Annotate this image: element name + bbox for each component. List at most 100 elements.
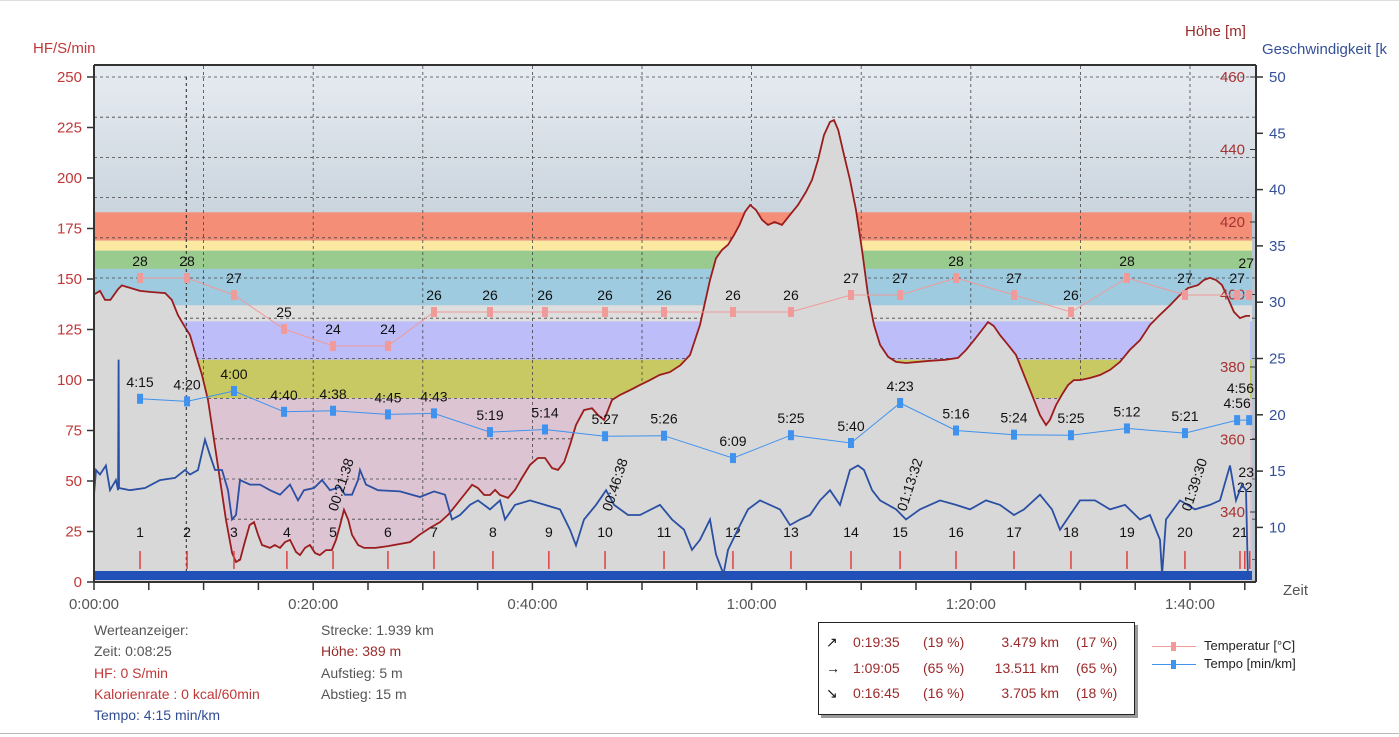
hf-zone-band [94, 305, 1252, 322]
temperature-marker [848, 290, 855, 300]
tempo-marker [787, 430, 794, 441]
stats-dist: 13.511 km [994, 660, 1059, 676]
temperature-label: 26 [597, 287, 613, 303]
tempo-marker [486, 427, 493, 438]
hf-tick-label: 150 [57, 271, 82, 288]
tempo-marker [1010, 429, 1017, 440]
speed-tick-label: 35 [1269, 238, 1286, 255]
speed-tick-label: 15 [1269, 463, 1286, 480]
lap-label: 6 [384, 524, 392, 540]
lap-label: 15 [892, 524, 908, 540]
tempo-label: 5:14 [531, 404, 558, 420]
temperature-marker [787, 307, 794, 317]
stats-dist: 3.705 km [1001, 685, 1059, 701]
tempo-marker [1123, 423, 1130, 434]
tempo-marker [281, 406, 288, 417]
hf-zone-band [94, 212, 1252, 241]
stats-time-pct: (65 %) [923, 660, 965, 676]
hf-zone-band [94, 321, 1252, 360]
hf-zone-band [94, 240, 1252, 251]
hf-axis-title: HF/S/min [33, 40, 96, 57]
tempo-marker [1181, 428, 1188, 439]
lap-label: 14 [843, 524, 859, 540]
tempo-label: 5:26 [650, 411, 677, 427]
lap-label: 7 [430, 524, 438, 540]
lap-label: 1 [136, 524, 144, 540]
calorie-rate-value: Kalorienrate : 0 kcal/60min [94, 685, 260, 702]
lap-label: 9 [545, 524, 553, 540]
speed-tick-label: 10 [1269, 519, 1286, 536]
elevation-line [94, 118, 1250, 564]
stats-dist: 3.479 km [1001, 634, 1059, 650]
lap-label: 17 [1006, 524, 1022, 540]
elevation-tick-label: 380 [1220, 359, 1245, 376]
tempo-label: 5:19 [476, 407, 503, 423]
temperature-marker [661, 307, 668, 317]
temperature-label: 24 [325, 321, 341, 337]
speed-tick-label: 25 [1269, 351, 1286, 368]
tempo-marker [953, 425, 960, 436]
temperature-line [140, 277, 1250, 347]
speed-tick-label: 20 [1269, 407, 1286, 424]
lap-label: 13 [783, 524, 799, 540]
tempo-marker [1246, 415, 1253, 426]
lap-label: 10 [597, 524, 613, 540]
temperature-marker [281, 324, 288, 334]
temperature-marker [486, 307, 493, 317]
lap-label: 20 [1177, 524, 1193, 540]
temperature-label: 26 [537, 287, 553, 303]
tempo-label: 5:25 [777, 410, 804, 426]
temperature-label: 26 [482, 287, 498, 303]
hf-value: HF: 0 S/min [94, 664, 168, 681]
value-display: Werteanzeiger: Zeit: 0:08:25 HF: 0 S/min… [94, 620, 260, 726]
tempo-marker [384, 409, 391, 420]
lap-label: 18 [1063, 524, 1079, 540]
stats-time: 0:19:35 [853, 634, 900, 650]
activity-bar [94, 571, 1252, 580]
tempo-label: 4:15 [126, 374, 153, 390]
tempo-label: 4:40 [270, 387, 297, 403]
tempo-marker [542, 424, 549, 435]
time-tick-label: 0:40:00 [507, 596, 557, 613]
hf-tick-label: 200 [57, 170, 82, 187]
temperature-label: 27 [1238, 255, 1254, 271]
tempo-marker [430, 408, 437, 419]
elevation-tick-label: 460 [1220, 69, 1245, 86]
tempo-marker [184, 396, 191, 407]
tempo-label: 5:40 [837, 418, 864, 434]
temperature-label: 25 [276, 304, 292, 320]
lap-label: 2 [183, 524, 191, 540]
tempo-label: 5:21 [1171, 408, 1198, 424]
lap-label: 19 [1119, 524, 1135, 540]
tempo-marker [848, 438, 855, 448]
stats-row-downhill: ↘ 0:16:45 (16 %) 3.705 km (18 %) [819, 685, 1134, 705]
lap-label: 12 [725, 524, 741, 540]
temperature-marker [729, 307, 736, 317]
speed-tick-label: 30 [1269, 294, 1286, 311]
temperature-label: 27 [1229, 270, 1245, 286]
temperature-label: 26 [656, 287, 672, 303]
temperature-marker [384, 341, 391, 351]
stats-time-pct: (19 %) [923, 634, 965, 650]
uphill-arrow-icon: ↗ [826, 634, 838, 650]
temperature-marker [953, 273, 960, 283]
elevation-tick-label: 440 [1220, 142, 1245, 159]
lap-label: 16 [948, 524, 964, 540]
hf-tick-label: 50 [65, 473, 82, 490]
temperature-marker [430, 307, 437, 317]
tempo-label: 4:56 [1224, 395, 1251, 411]
elevation-area [94, 120, 1250, 582]
temperature-marker [897, 290, 904, 300]
tempo-label: 5:16 [942, 406, 969, 422]
time-value: Zeit: 0:08:25 [94, 643, 172, 660]
temperature-legend-marker-icon [1171, 642, 1176, 651]
stats-time-pct: (16 %) [923, 685, 965, 701]
hf-tick-label: 100 [57, 372, 82, 389]
hf-tick-label: 75 [65, 423, 82, 440]
temperature-label: 27 [892, 270, 908, 286]
flat-arrow-icon: → [826, 660, 840, 676]
tempo-marker [729, 453, 736, 464]
value-display-2: Strecke: 1.939 km Höhe: 389 m Aufstieg: … [321, 620, 434, 705]
hf-tick-label: 25 [65, 524, 82, 541]
elevation-axis-title: Höhe [m] [1185, 23, 1246, 40]
